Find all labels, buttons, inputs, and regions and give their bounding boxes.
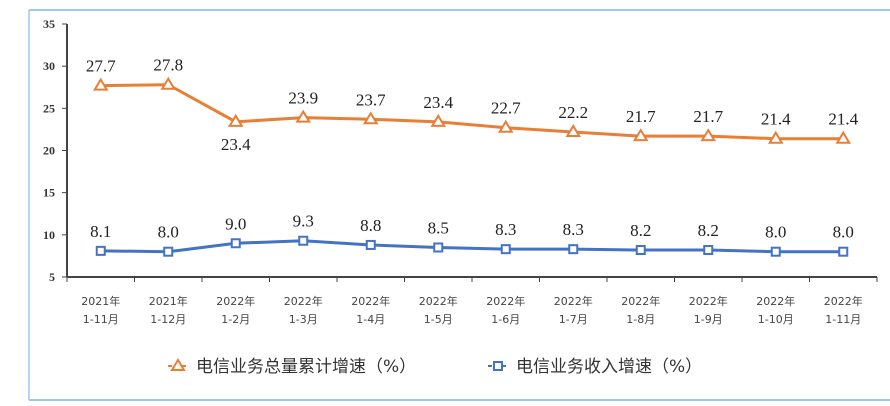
data-label: 23.4 [221,135,251,154]
data-point [163,246,174,257]
x-tick-label: 2022年 [351,294,390,308]
x-tick-label: 1-11月 [825,313,861,326]
x-tick-label: 2022年 [621,294,660,308]
data-point [365,239,376,250]
data-label: 8.2 [630,221,651,240]
y-tick-label: 30 [43,59,55,73]
x-tick-label: 1-12月 [150,313,186,326]
legend-label: 电信业务总量累计增速（%） [196,357,416,377]
data-point [703,245,714,256]
x-tick-label: 2022年 [284,294,323,308]
data-point [95,245,106,256]
x-tick-label: 1-11月 [83,313,119,326]
y-tick-label: 10 [43,228,55,242]
legend-marker-square [493,361,503,371]
x-tick-label: 1-8月 [626,313,655,326]
data-label: 27.7 [86,57,116,76]
x-tick-label: 2021年 [149,294,188,308]
x-tick-label: 2022年 [554,294,593,308]
x-tick-label: 2022年 [216,294,255,308]
legend-label: 电信业务收入增速（%） [516,357,702,377]
data-label: 27.8 [153,56,183,75]
data-label: 8.3 [563,220,584,239]
x-tick-label: 1-2月 [221,313,250,326]
data-point [430,113,447,127]
data-point [497,119,514,133]
data-label: 8.0 [833,223,854,242]
data-point [362,111,379,125]
data-point [700,128,717,142]
y-tick-label: 5 [49,270,55,284]
data-label: 21.4 [761,110,791,129]
data-point [298,235,309,246]
x-tick-label: 2021年 [81,294,120,308]
y-tick-label: 25 [43,101,55,115]
data-label: 8.5 [428,218,449,237]
data-point [568,244,579,255]
series-line-0 [100,83,844,141]
x-tick-label: 2022年 [824,294,863,308]
data-label: 23.9 [288,89,318,108]
data-point [433,242,444,253]
legend-marker-triangle [170,358,186,371]
data-point [227,113,244,127]
y-tick-label: 20 [43,144,55,158]
data-label: 23.7 [356,90,386,109]
x-tick-label: 1-5月 [424,313,453,326]
data-label: 9.3 [293,212,314,231]
data-label: 21.7 [626,107,656,126]
series-line-1 [100,239,844,254]
data-point [295,109,312,123]
x-tick-label: 2022年 [486,294,525,308]
data-label: 8.8 [360,216,381,235]
data-point [770,246,781,257]
data-point [838,246,849,257]
data-point [632,128,649,142]
data-point [635,245,646,256]
data-point [160,76,177,90]
data-point [767,130,784,144]
x-tick-label: 2022年 [756,294,795,308]
y-tick-label: 35 [43,17,55,31]
x-tick-label: 1-4月 [356,313,385,326]
data-label: 8.0 [765,223,786,242]
data-label: 8.3 [495,220,516,239]
x-tick-label: 1-7月 [559,313,588,326]
data-label: 8.1 [90,222,111,241]
data-point [230,238,241,249]
data-point [500,244,511,255]
data-label: 8.2 [698,221,719,240]
x-tick-label: 2022年 [419,294,458,308]
x-tick-label: 1-6月 [491,313,520,326]
y-tick-label: 15 [43,186,55,200]
x-tick-label: 1-9月 [694,313,723,326]
data-point [92,77,109,91]
data-label: 8.0 [158,223,179,242]
data-point [835,130,852,144]
data-label: 21.7 [693,107,723,126]
data-label: 9.0 [225,214,246,233]
data-label: 22.7 [491,99,521,118]
x-tick-label: 2022年 [689,294,728,308]
x-tick-label: 1-10月 [758,313,794,326]
x-tick-label: 1-3月 [289,313,318,326]
data-label: 21.4 [828,110,858,129]
data-label: 23.4 [423,93,453,112]
data-label: 22.2 [558,103,588,122]
data-point [565,124,582,137]
